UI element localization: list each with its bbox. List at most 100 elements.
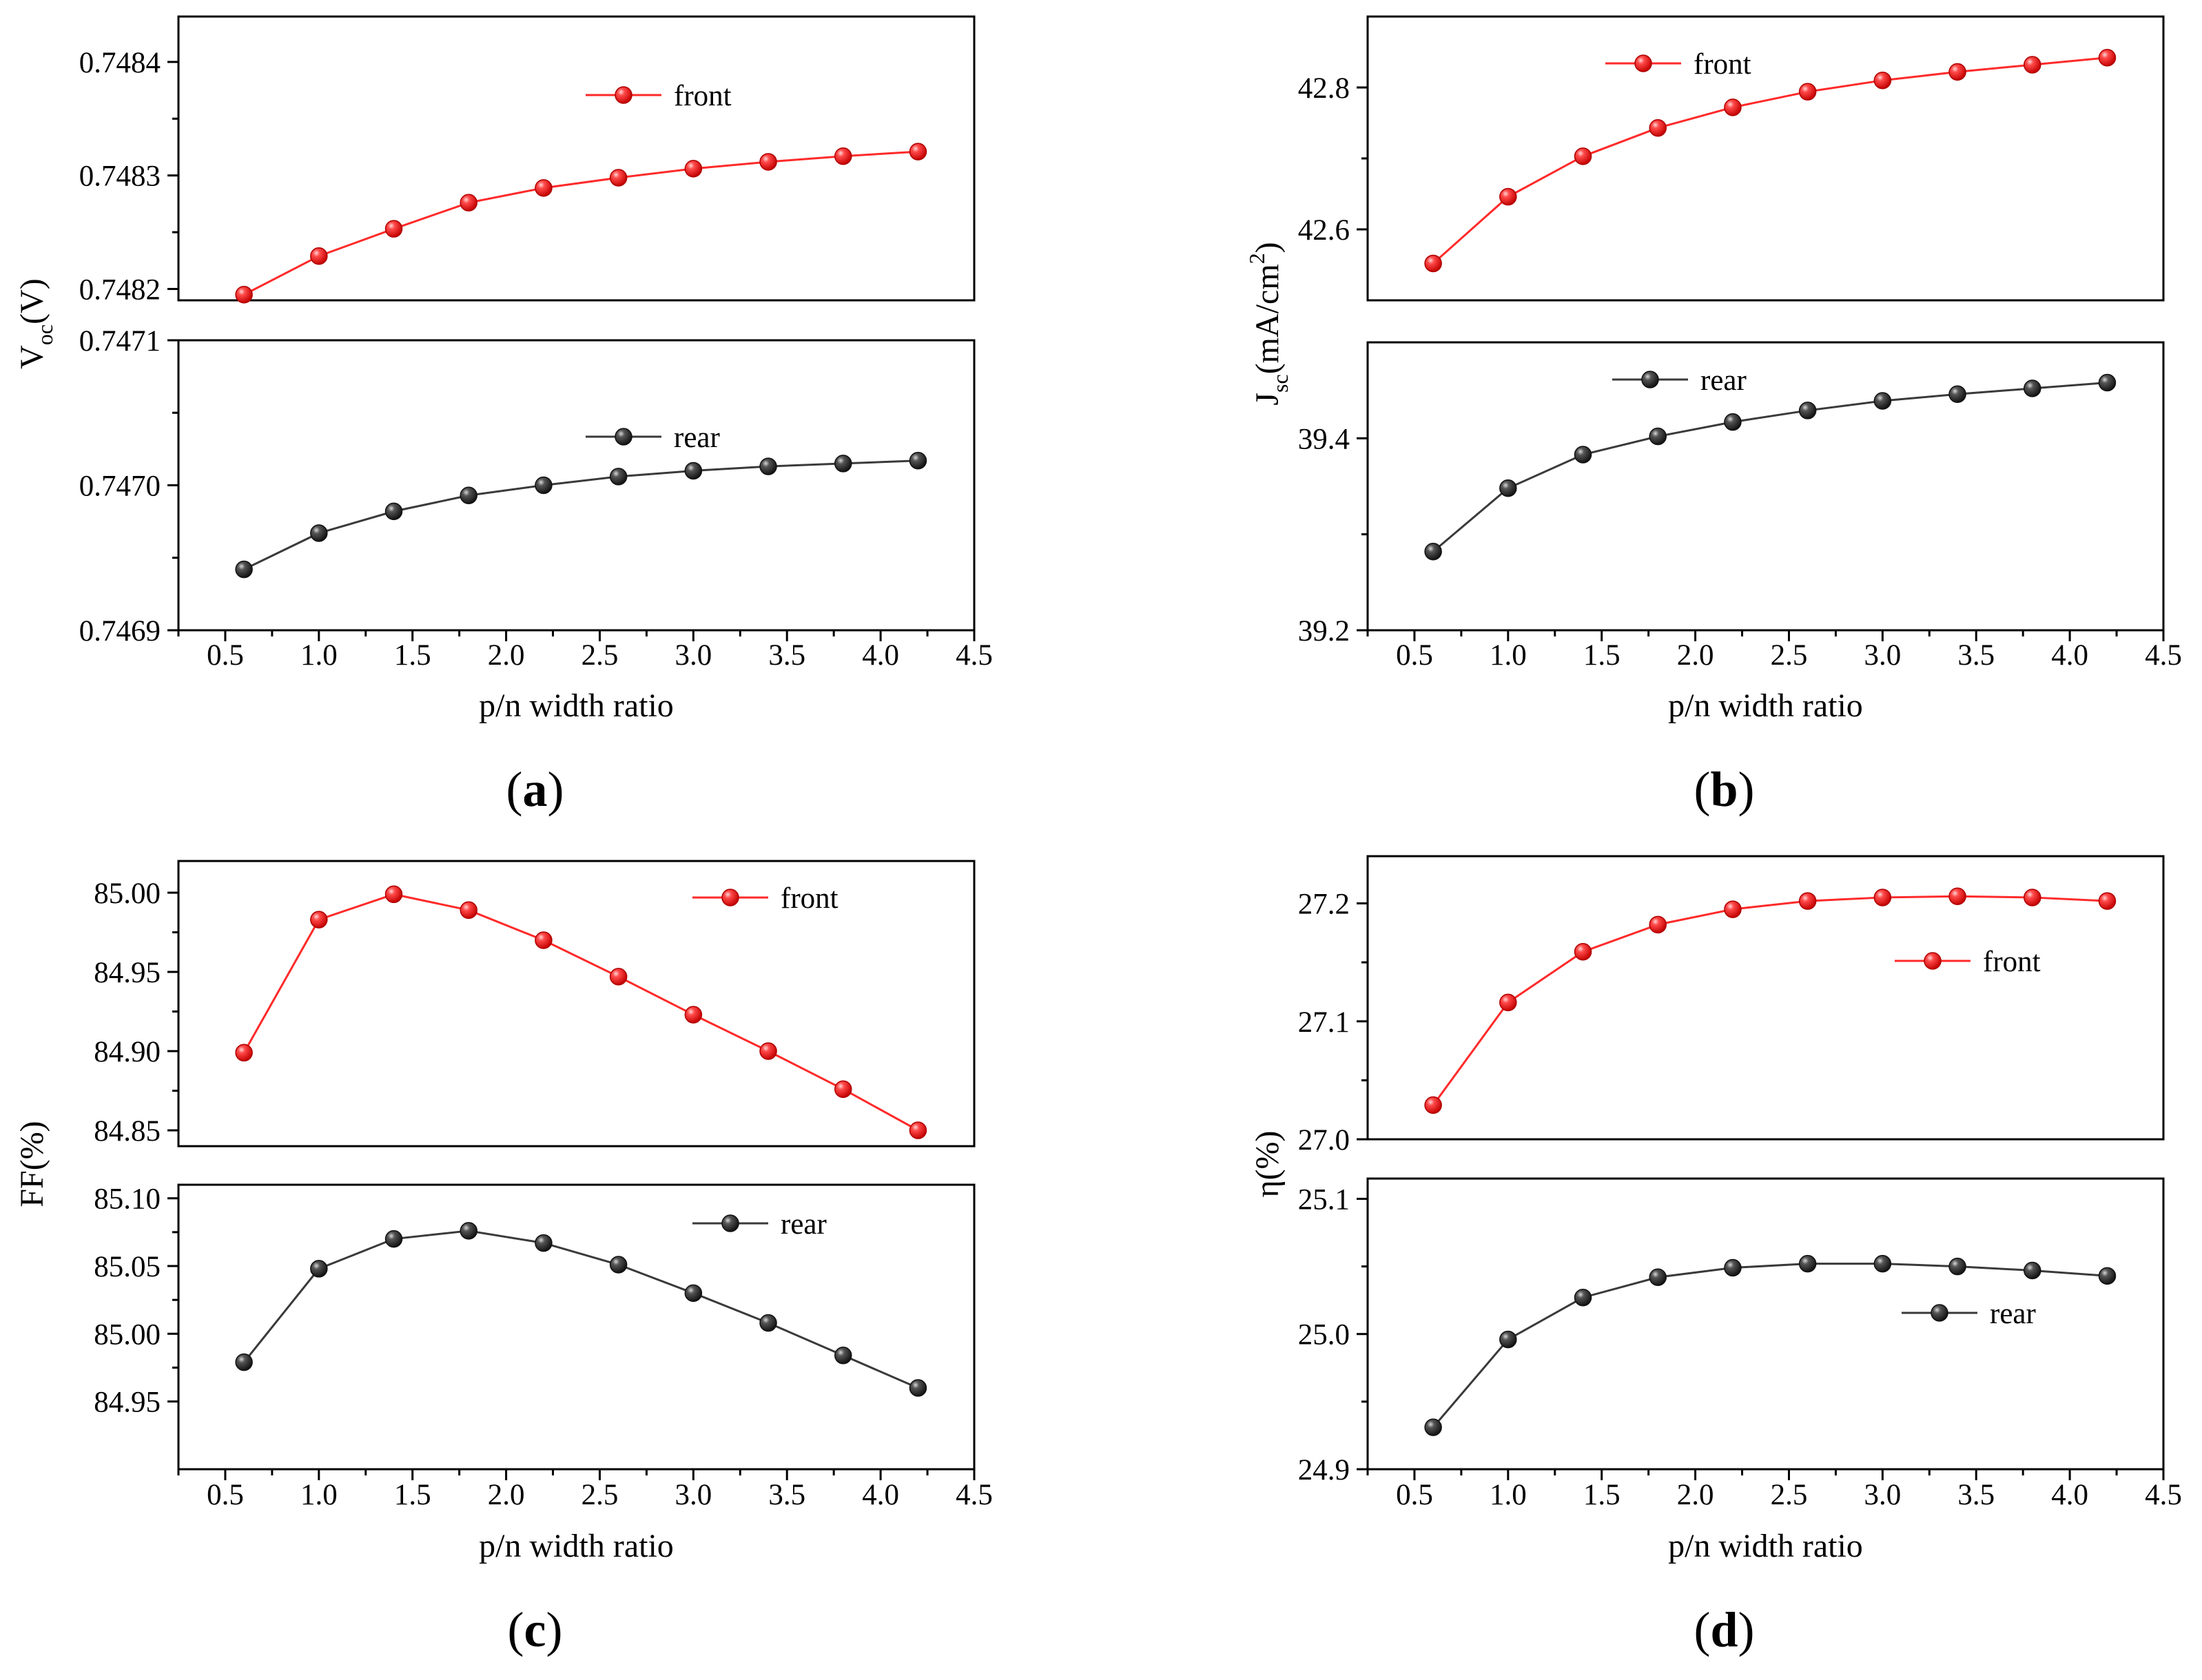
- x-tick-label: 3.5: [1957, 1479, 1995, 1511]
- panel-caption: (c): [508, 1602, 563, 1657]
- legend-marker: [615, 428, 632, 446]
- x-tick-label: 3.5: [1957, 639, 1995, 672]
- legend-front: front: [1605, 48, 1751, 81]
- data-point-rear: [1798, 1254, 1817, 1273]
- x-axis-label: p/n width ratio: [1668, 1528, 1863, 1564]
- x-tick-label: 2.5: [582, 1479, 619, 1511]
- data-point-front: [460, 901, 477, 920]
- legend-marker: [1634, 54, 1652, 72]
- y-tick-label: 84.95: [94, 1387, 161, 1419]
- x-tick-label: 0.5: [207, 1479, 244, 1511]
- y-tick-label: 0.7470: [79, 470, 161, 503]
- data-point-rear: [1948, 1257, 1966, 1276]
- y-label-tail: (V): [14, 278, 50, 324]
- legend-label: front: [1983, 946, 2041, 978]
- data-point-front: [1798, 892, 1817, 910]
- y-tick-label: 84.85: [94, 1115, 161, 1148]
- data-point-rear: [909, 451, 927, 470]
- y-label-main: η(%): [1249, 1130, 1286, 1197]
- data-point-rear: [684, 462, 703, 480]
- data-point-rear: [1424, 1418, 1442, 1436]
- data-point-rear: [1873, 392, 1892, 410]
- series-line-rear: [243, 1230, 919, 1389]
- data-point-front: [909, 1121, 927, 1139]
- data-point-front: [535, 931, 553, 949]
- y-tick-label: 85.00: [94, 878, 161, 910]
- data-point-rear: [759, 1314, 777, 1332]
- data-point-front: [759, 1042, 777, 1060]
- data-point-rear: [1424, 542, 1442, 561]
- x-tick-label: 1.0: [300, 1479, 338, 1511]
- y-tick-label: 39.2: [1298, 615, 1350, 647]
- chart-a: 0.7482 0.7483 0.7484 front 0.7469 0.7470 0.747…: [14, 15, 993, 817]
- data-point-front: [384, 885, 403, 904]
- x-tick-label: 3.5: [768, 639, 805, 672]
- x-tick-label: 0.5: [1396, 639, 1433, 672]
- caption-letter: b: [1710, 762, 1738, 817]
- x-tick-label: 1.0: [300, 639, 338, 672]
- data-point-rear: [2098, 373, 2117, 392]
- data-point-rear: [759, 457, 777, 475]
- data-point-front: [759, 153, 777, 171]
- data-point-front: [235, 286, 253, 304]
- panel-front: 27.0 27.1 27.2 front: [1298, 855, 2165, 1157]
- data-point-rear: [535, 476, 553, 495]
- plot-frame: [1366, 855, 2165, 1141]
- data-point-front: [1499, 187, 1517, 206]
- y-label-tail: (mA/cm: [1249, 264, 1286, 374]
- legend-label: rear: [1990, 1298, 2036, 1330]
- data-point-front: [1424, 1096, 1442, 1114]
- x-tick-label: 4.0: [2051, 639, 2088, 672]
- x-tick-label: 0.5: [1396, 1479, 1433, 1511]
- caption-letter: c: [524, 1602, 546, 1657]
- x-tick-label: 3.0: [675, 639, 712, 672]
- data-point-front: [384, 220, 403, 238]
- series-line-rear: [1432, 382, 2108, 552]
- legend-front: front: [1895, 946, 2041, 978]
- data-point-front: [609, 169, 628, 187]
- legend-label: rear: [674, 422, 720, 454]
- data-point-front: [609, 968, 628, 986]
- data-point-front: [1948, 63, 1966, 81]
- legend-marker: [1641, 371, 1659, 388]
- caption-close: ): [1738, 762, 1755, 817]
- data-point-rear: [310, 524, 328, 542]
- x-tick-label: 2.5: [1771, 1479, 1808, 1511]
- caption-close: ): [1738, 1602, 1755, 1657]
- y-label-sub: sc: [1268, 374, 1293, 393]
- data-point-rear: [834, 1347, 852, 1365]
- x-tick-label: 4.5: [956, 1479, 993, 1511]
- panel-caption: (b): [1694, 762, 1754, 817]
- x-tick-label: 2.5: [1771, 639, 1808, 672]
- y-tick-label: 84.90: [94, 1036, 161, 1068]
- data-point-rear: [1574, 446, 1592, 464]
- y-tick-label: 27.0: [1298, 1124, 1350, 1157]
- data-point-rear: [834, 455, 852, 473]
- chart-d: 27.0 27.1 27.2 front 24.9 25.0 25.1 0.5 1.0 1.5 2.…: [1249, 855, 2182, 1657]
- data-point-front: [1724, 900, 1742, 918]
- legend-label: rear: [1700, 364, 1747, 397]
- x-tick-label: 3.0: [1864, 639, 1901, 672]
- data-point-rear: [384, 1230, 403, 1248]
- legend-label: rear: [781, 1208, 827, 1241]
- data-point-front: [1574, 942, 1592, 961]
- y-tick-label: 27.2: [1298, 889, 1350, 921]
- data-point-rear: [1724, 1258, 1742, 1277]
- y-label-sup: 2: [1244, 253, 1269, 264]
- data-point-front: [2098, 48, 2117, 67]
- y-axis-label: FF(%): [14, 1121, 50, 1207]
- y-label-close: ): [1249, 242, 1286, 253]
- x-tick-label: 1.5: [1583, 639, 1620, 672]
- data-point-rear: [310, 1260, 328, 1278]
- data-point-rear: [684, 1284, 703, 1303]
- caption-letter: a: [523, 762, 548, 817]
- data-point-rear: [2024, 380, 2041, 397]
- data-point-rear: [1649, 1268, 1667, 1287]
- y-tick-label: 0.7469: [79, 615, 161, 647]
- y-tick-label: 42.6: [1298, 214, 1350, 247]
- x-axis-label: p/n width ratio: [479, 687, 674, 724]
- x-axis-label: p/n width ratio: [1668, 687, 1863, 724]
- panel-caption: (a): [506, 762, 564, 817]
- legend-label: front: [674, 80, 732, 112]
- caption-open: (: [1694, 1602, 1710, 1657]
